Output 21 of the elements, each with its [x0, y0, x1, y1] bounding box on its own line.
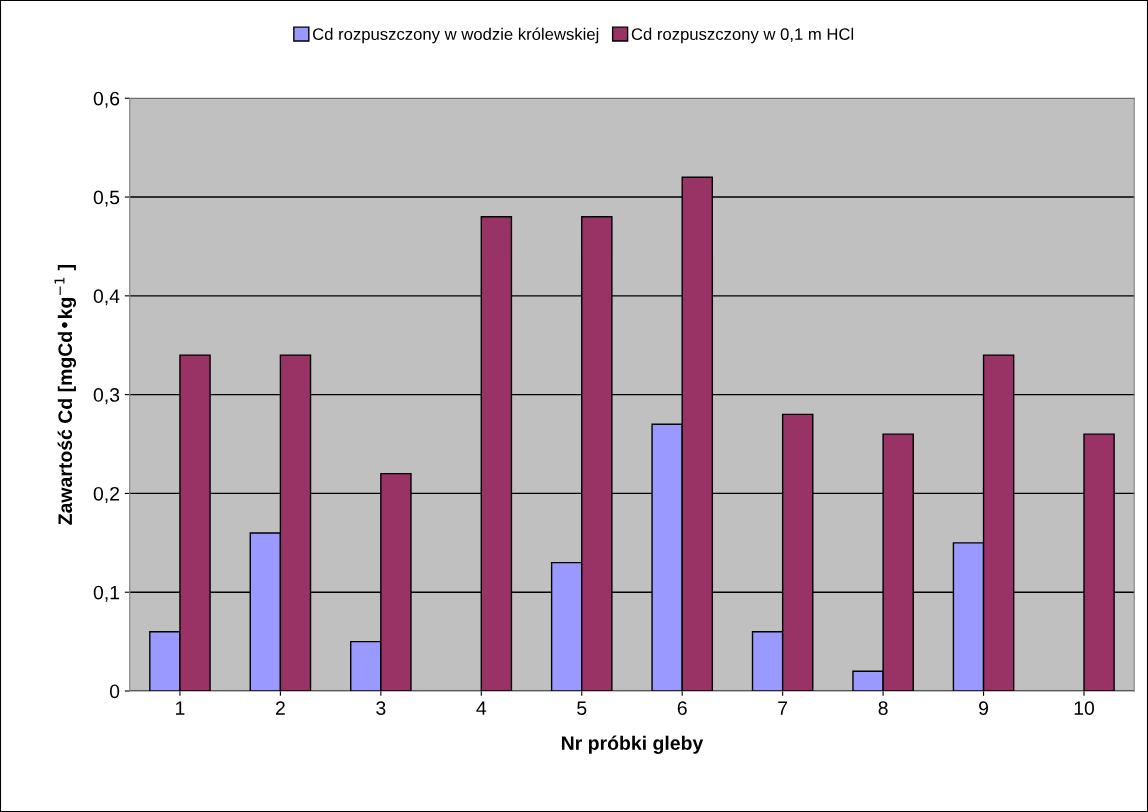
x-tick-label: 6 — [677, 701, 687, 716]
y-tick-label: 0,1 — [93, 585, 120, 602]
x-tick-label: 7 — [778, 701, 788, 715]
y-tick-label: 0,2 — [93, 486, 120, 503]
y-tick-label: 0,6 — [93, 91, 120, 108]
y-tick-label: 0 — [109, 684, 120, 699]
x-axis-title: Nr próbki gleby — [561, 735, 704, 754]
legend-label: Cd rozpuszczony w wodzie królewskiej — [313, 27, 599, 44]
legend-label: Cd rozpuszczony w 0,1 m HCl — [631, 27, 854, 44]
x-tick-label: 8 — [878, 701, 888, 716]
x-tick-label: 10 — [1074, 701, 1095, 716]
x-tick-label: 9 — [979, 701, 989, 716]
x-tick-label: 3 — [376, 701, 386, 716]
y-tick-label: 0,3 — [93, 388, 120, 405]
x-tick-label: 5 — [577, 701, 587, 716]
y-axis-title: Zawartość Cd [mgCd•kg$^{−1}$ ] — [54, 265, 77, 525]
x-tick-label: 2 — [275, 701, 285, 715]
y-tick-label: 0,5 — [93, 190, 120, 207]
x-tick-label: 1 — [176, 701, 185, 715]
x-tick-label: 4 — [476, 701, 487, 715]
y-tick-label: 0,4 — [93, 289, 120, 306]
